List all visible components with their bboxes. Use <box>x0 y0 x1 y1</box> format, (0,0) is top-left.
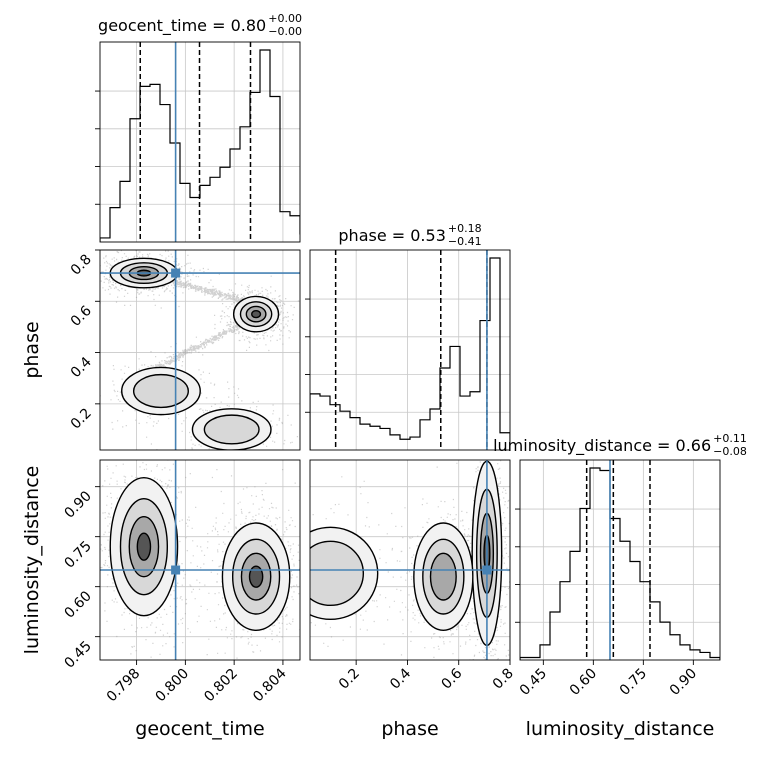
histogram-group <box>520 460 720 660</box>
truth-marker <box>482 565 492 575</box>
density-contour-2-1 <box>310 540 365 607</box>
title-luminosity_distance: luminosity_distance = 0.66 +0.11−0.08 <box>493 432 747 458</box>
y-tick-label-luminosity_distance: 0.90 <box>61 488 94 521</box>
title-main: geocent_time = 0.80 <box>98 16 266 36</box>
histogram-step-luminosity_distance <box>520 467 720 660</box>
y-tick-label-luminosity_distance: 0.45 <box>61 638 94 671</box>
marginal-geocent_time-panel <box>100 42 300 242</box>
y-tick-label-phase: 0.2 <box>68 405 95 432</box>
x-tick-label-luminosity_distance: 0.45 <box>517 666 550 699</box>
histogram-group <box>310 250 510 450</box>
y-tick-label-phase: 0.8 <box>68 252 95 279</box>
joint-phase_luminosity_distance-panel <box>310 460 511 660</box>
joint-geocent_time_luminosity_distance-panel <box>100 460 300 660</box>
x-tick-label-phase: 0.4 <box>387 665 414 692</box>
marginal-phase-panel <box>310 250 511 450</box>
marginal-geocent_time-frame <box>99 41 301 243</box>
x-tick-label-phase: 0.6 <box>438 665 465 692</box>
title-lower-error: −0.00 <box>268 25 302 38</box>
density-contour-0-3 <box>136 532 152 561</box>
y-tick-label-phase: 0.6 <box>68 303 95 330</box>
title-geocent_time: geocent_time = 0.80 +0.00−0.00 <box>98 12 302 38</box>
density-contour-1-3 <box>251 309 262 319</box>
x-tick-label-luminosity_distance: 0.90 <box>667 666 700 699</box>
title-upper-error: +0.00 <box>268 12 302 25</box>
title-main: luminosity_distance = 0.66 <box>493 436 711 456</box>
joint-content <box>310 460 510 660</box>
joint-phase_luminosity_distance-frame <box>309 459 511 661</box>
title-lower-error: −0.41 <box>448 235 482 248</box>
y-tick-label-phase: 0.4 <box>68 354 95 381</box>
y-tick-label-luminosity_distance: 0.75 <box>61 538 94 571</box>
histogram-step-phase <box>310 257 510 450</box>
x-tick-label-geocent_time: 0.798 <box>104 666 144 706</box>
x-axis-label-geocent_time: geocent_time <box>135 718 264 740</box>
title-upper-error: +0.18 <box>448 222 482 235</box>
histogram-step-geocent_time <box>100 49 300 242</box>
x-tick-label-luminosity_distance: 0.60 <box>567 666 600 699</box>
density-contour-1-3 <box>248 565 264 588</box>
title-lower-error: −0.08 <box>713 445 747 458</box>
histogram-group <box>100 42 300 242</box>
x-axis-label-luminosity_distance: luminosity_distance <box>526 718 715 740</box>
x-tick-label-phase: 0.2 <box>336 666 363 693</box>
x-tick-label-geocent_time: 0.804 <box>250 665 290 705</box>
title-main: phase = 0.53 <box>338 226 445 245</box>
density-contour-3-1 <box>132 373 189 409</box>
marginal-phase-frame <box>309 249 511 451</box>
truth-marker <box>171 268 181 278</box>
joint-content <box>100 250 300 450</box>
x-tick-label-geocent_time: 0.802 <box>201 666 241 706</box>
density-contour-2-1 <box>203 414 260 445</box>
y-axis-label-phase: phase <box>21 321 43 378</box>
marginal-luminosity_distance-panel <box>520 460 720 660</box>
y-tick-label-luminosity_distance: 0.60 <box>61 588 94 621</box>
title-upper-error: +0.11 <box>713 432 747 445</box>
marginal-luminosity_distance-frame <box>519 459 721 661</box>
x-tick-label-phase: 0.8 <box>490 666 517 693</box>
joint-geocent_time_luminosity_distance-frame <box>99 459 301 661</box>
y-axis-label-luminosity_distance: luminosity_distance <box>21 466 43 655</box>
title-phase: phase = 0.53 +0.18−0.41 <box>338 222 481 248</box>
scatter-samples <box>100 250 299 450</box>
joint-content <box>100 460 300 660</box>
density-contour-1-2 <box>429 552 457 601</box>
joint-geocent_time_phase-frame <box>99 249 301 451</box>
x-axis-label-phase: phase <box>381 718 438 740</box>
x-tick-label-geocent_time: 0.800 <box>153 666 193 706</box>
joint-geocent_time_phase-panel <box>100 249 300 450</box>
x-tick-label-luminosity_distance: 0.75 <box>617 666 650 699</box>
truth-marker <box>171 565 181 575</box>
